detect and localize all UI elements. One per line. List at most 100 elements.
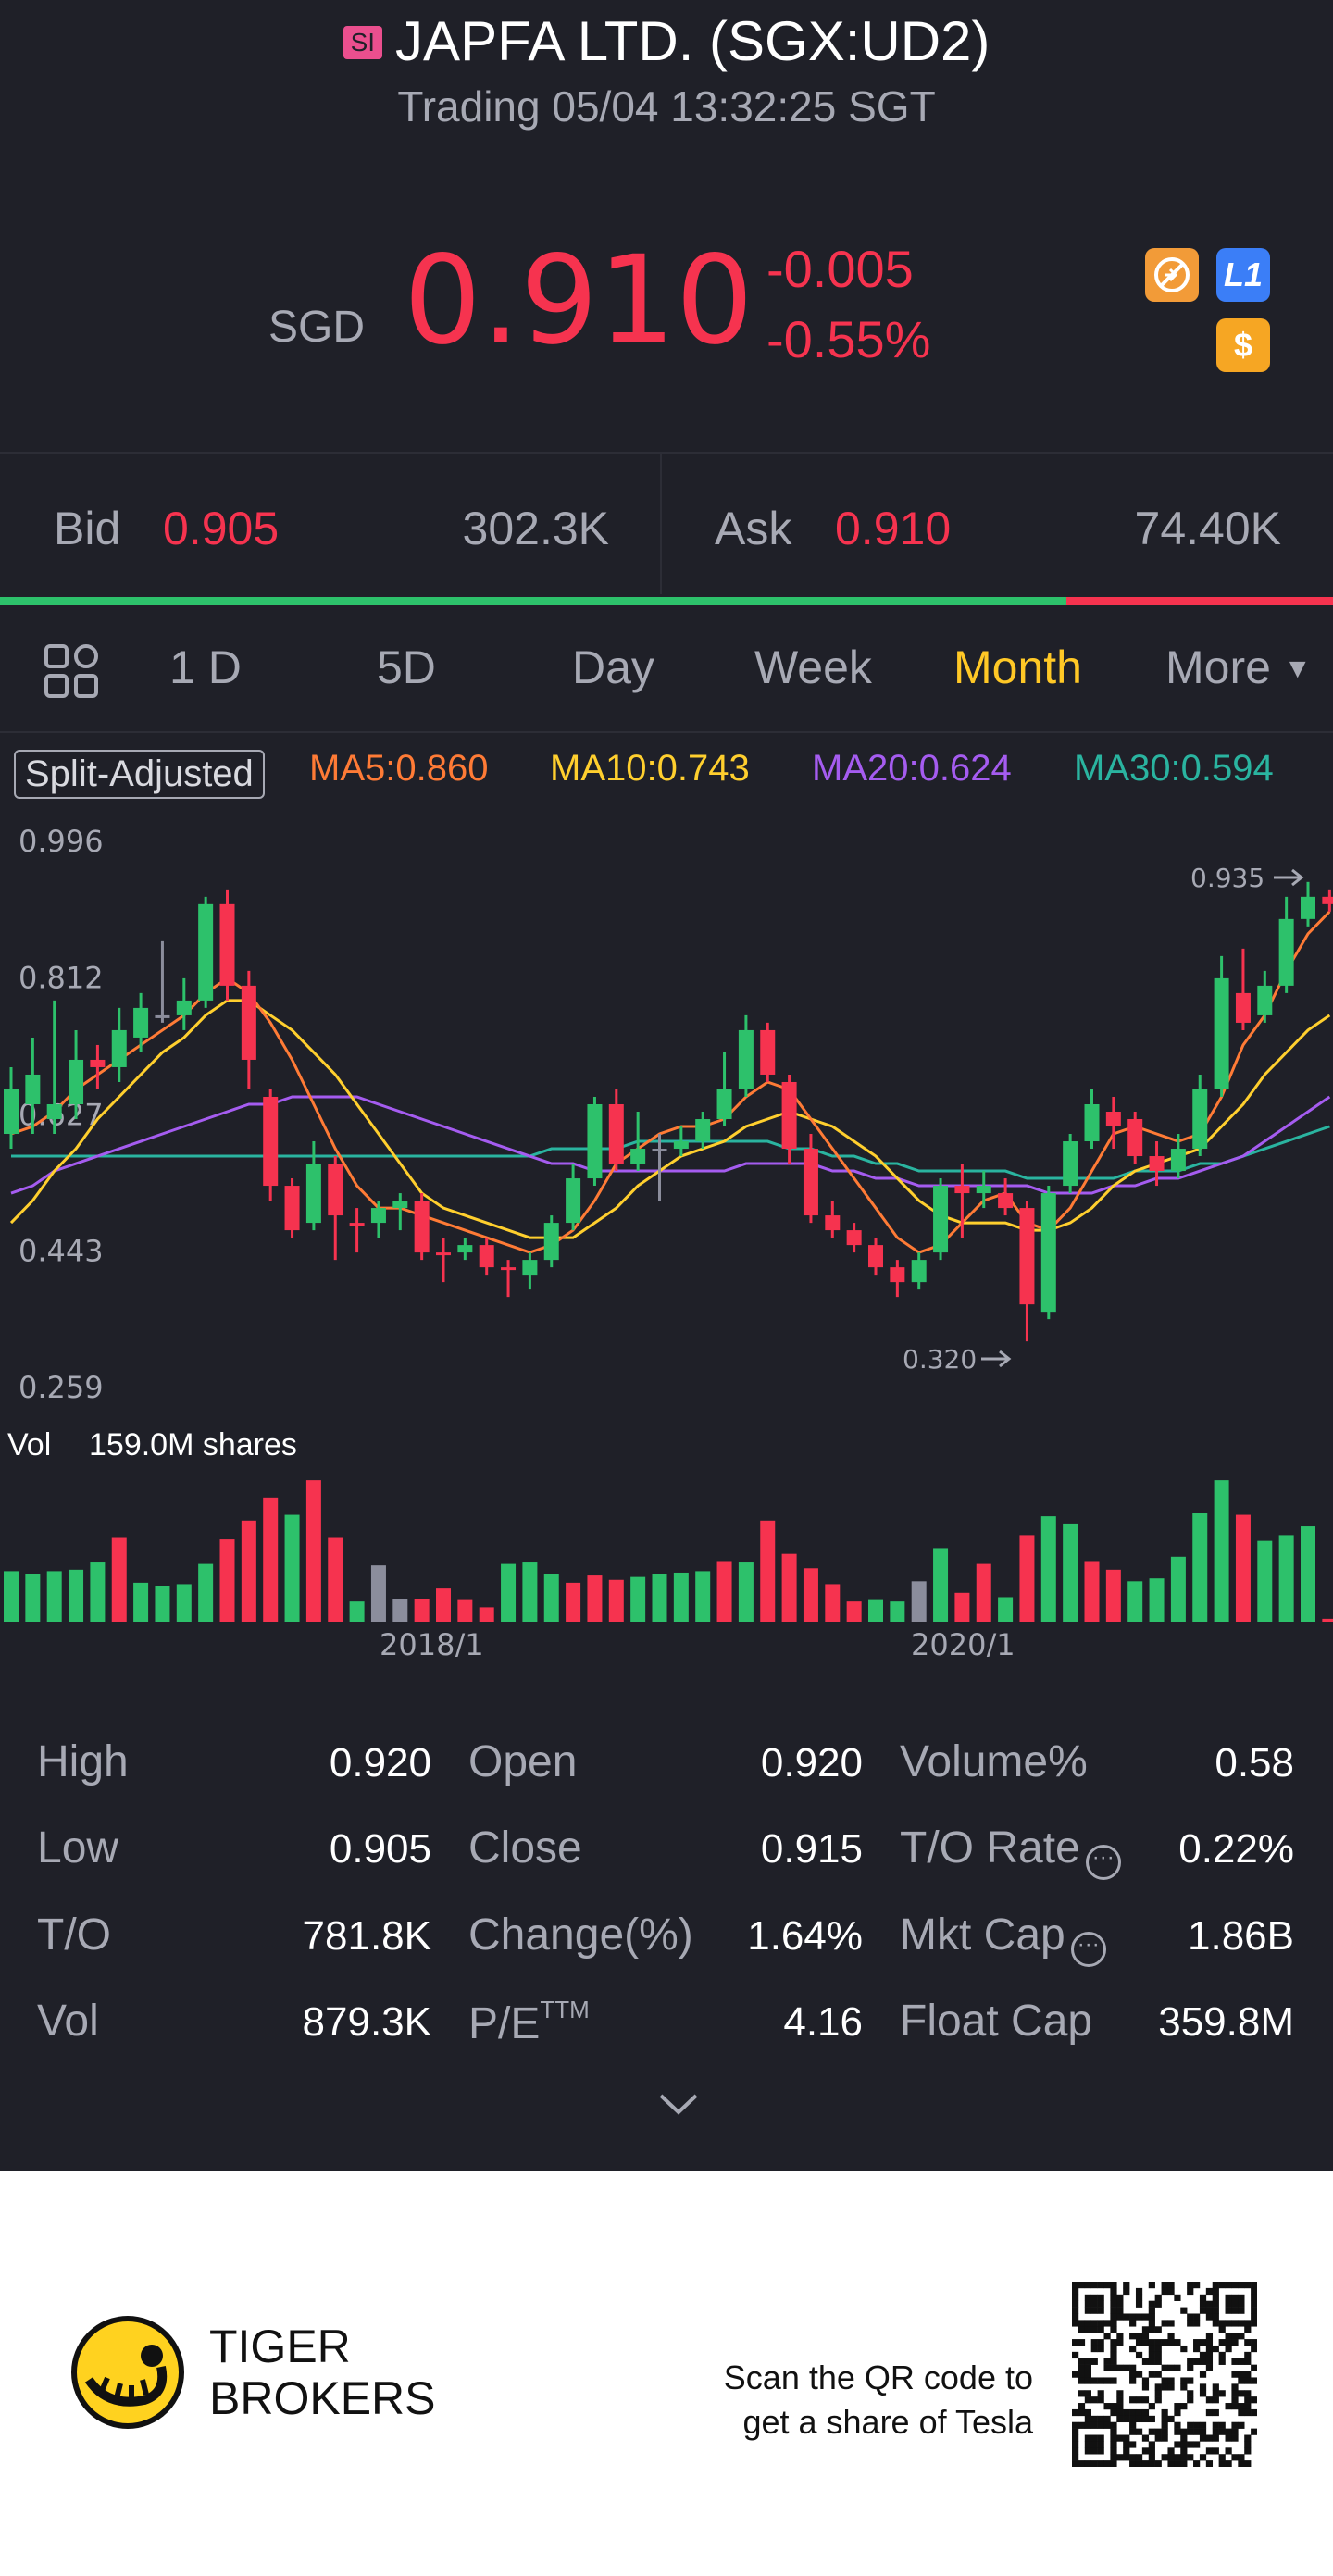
bid-price[interactable]: 0.905: [163, 503, 280, 554]
qr-module: [1174, 2339, 1181, 2346]
qr-module: [1110, 2351, 1117, 2359]
qr-module: [1141, 2415, 1150, 2423]
volume-bar: [998, 1597, 1014, 1622]
no-shorting-icon[interactable]: [1145, 248, 1199, 302]
price-chart[interactable]: 0.9960.8120.6270.4430.2590.9350.320Vol15…: [0, 815, 1333, 1657]
stat-value-vol: 879.3K: [302, 1999, 431, 2045]
qr-module: [1135, 2351, 1143, 2359]
qr-module: [1238, 2408, 1245, 2417]
qr-module: [1180, 2428, 1188, 2435]
volume-bar: [1235, 1514, 1251, 1622]
qr-module: [1231, 2421, 1239, 2429]
candle-body: [155, 1014, 170, 1018]
tab-month[interactable]: Month: [953, 641, 1082, 693]
tab-more[interactable]: More ▼: [1165, 641, 1312, 694]
candle-body: [1322, 896, 1333, 904]
qr-module: [1174, 2408, 1181, 2417]
qr-module: [1212, 2428, 1219, 2435]
level1-badge[interactable]: L1: [1216, 248, 1270, 302]
candle-body: [457, 1245, 473, 1253]
split-adjusted-toggle[interactable]: Split-Adjusted: [14, 750, 265, 799]
tab-day[interactable]: Day: [572, 641, 654, 693]
tab-5d[interactable]: 5D: [377, 641, 436, 693]
qr-module: [1161, 2364, 1168, 2371]
stat-label-close: Close: [468, 1823, 582, 1873]
qr-module: [1072, 2300, 1079, 2308]
qr-module: [1116, 2390, 1124, 2397]
qr-module: [1251, 2307, 1257, 2314]
qr-module: [1225, 2320, 1232, 2327]
stat-value-volume: 0.58: [1215, 1740, 1294, 1786]
expand-chevron-icon[interactable]: [657, 2090, 700, 2122]
qr-module: [1110, 2307, 1117, 2314]
qr-module: [1180, 2383, 1188, 2391]
candle-body: [90, 1059, 106, 1067]
candle-body: [803, 1149, 818, 1216]
qr-module: [1199, 2371, 1207, 2378]
tab-week[interactable]: Week: [754, 641, 872, 693]
layout-grid-icon[interactable]: [43, 642, 100, 704]
qr-module: [1129, 2320, 1137, 2327]
qr-code[interactable]: [1072, 2282, 1257, 2467]
qr-module: [1148, 2307, 1155, 2314]
volume-bar: [69, 1569, 84, 1622]
volume-bar: [1192, 1513, 1208, 1622]
qr-module: [1212, 2313, 1219, 2321]
tab-1d[interactable]: 1 D: [169, 641, 242, 693]
qr-module: [1205, 2345, 1214, 2353]
qr-module: [1123, 2454, 1130, 2461]
qr-module: [1116, 2333, 1124, 2340]
volume-bar: [522, 1562, 538, 1622]
qr-module: [1174, 2403, 1181, 2410]
volume-bar: [1063, 1523, 1078, 1622]
ma30-value: MA30:0.594: [1074, 748, 1274, 789]
ma10-value: MA10:0.743: [550, 748, 750, 789]
qr-module: [1123, 2434, 1130, 2442]
qr-module: [1161, 2421, 1168, 2429]
candle-body: [1278, 918, 1294, 986]
candle-body: [1105, 1111, 1121, 1127]
qr-module: [1187, 2364, 1194, 2371]
qr-module: [1212, 2307, 1219, 2314]
dollar-badge[interactable]: $: [1216, 318, 1270, 372]
qr-module: [1097, 2282, 1104, 2289]
qr-module: [1090, 2320, 1098, 2327]
qr-module: [1251, 2364, 1257, 2371]
qr-module: [1154, 2390, 1162, 2397]
qr-module: [1180, 2441, 1188, 2448]
qr-module: [1244, 2339, 1252, 2346]
candle-body: [284, 1186, 300, 1231]
qr-module: [1148, 2358, 1155, 2365]
info-icon[interactable]: ···: [1070, 1932, 1106, 1967]
qr-module: [1135, 2428, 1143, 2435]
candle-body: [716, 1089, 732, 1120]
ask-price[interactable]: 0.910: [835, 503, 952, 554]
qr-module: [1097, 2345, 1104, 2353]
qr-module: [1174, 2421, 1181, 2429]
info-icon[interactable]: ···: [1085, 1845, 1121, 1880]
qr-module: [1110, 2282, 1117, 2289]
qr-module: [1154, 2339, 1162, 2346]
qr-module: [1225, 2434, 1232, 2442]
qr-module: [1231, 2403, 1239, 2410]
qr-module: [1199, 2300, 1207, 2308]
qr-module: [1238, 2460, 1245, 2467]
qr-module: [1193, 2339, 1201, 2346]
volume-bar: [1257, 1540, 1273, 1622]
qr-module: [1078, 2358, 1086, 2365]
qr-module: [1084, 2377, 1091, 2384]
candle-body: [1127, 1119, 1143, 1157]
candle-body: [46, 1103, 62, 1120]
qr-module: [1225, 2282, 1232, 2289]
high-label: 0.935: [1190, 863, 1264, 893]
qr-module: [1231, 2390, 1239, 2397]
qr-module: [1193, 2313, 1201, 2321]
qr-module: [1251, 2377, 1257, 2384]
qr-module: [1072, 2351, 1079, 2359]
qr-module: [1199, 2358, 1207, 2365]
qr-module: [1148, 2345, 1155, 2353]
volume-bar: [673, 1572, 689, 1622]
volume-bar: [1322, 1618, 1333, 1622]
qr-module: [1193, 2428, 1201, 2435]
qr-module: [1084, 2460, 1091, 2467]
